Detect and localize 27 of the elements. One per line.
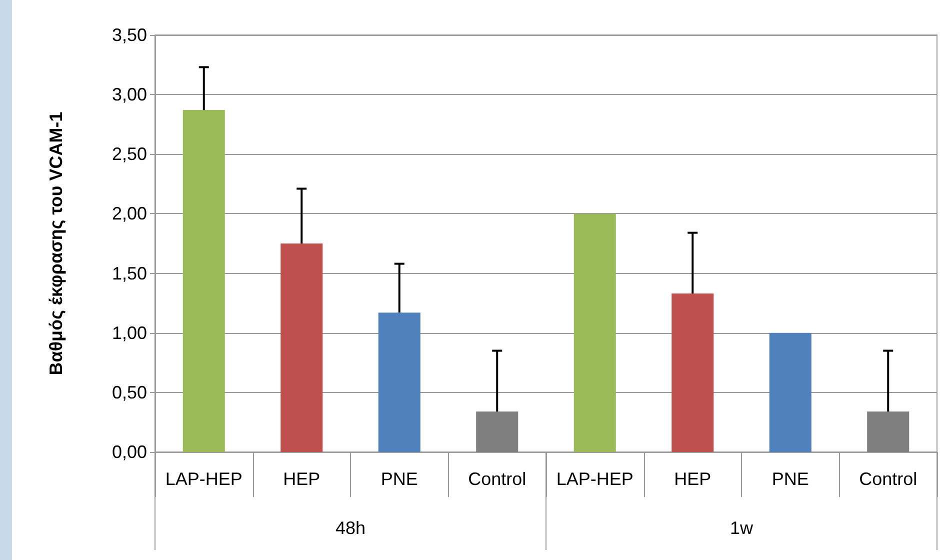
y-tick-label: 2,50 (112, 144, 147, 164)
x-tick-label: Control (468, 469, 526, 489)
bar (867, 411, 910, 452)
y-axis-title: Βαθμός έκφρασης του VCAM-1 (46, 112, 66, 376)
y-tick-label: 0,00 (112, 442, 147, 462)
x-tick-label: LAP-HEP (165, 469, 242, 489)
bar (182, 110, 225, 452)
bar (769, 332, 812, 452)
x-tick-label: PNE (772, 469, 809, 489)
x-tick-label: Control (859, 469, 918, 489)
bar (378, 312, 420, 452)
x-tick-label: PNE (380, 469, 418, 489)
text: 48h (335, 518, 366, 538)
bar (574, 214, 616, 452)
bar (280, 244, 323, 452)
text: 1w (730, 518, 754, 538)
x-tick-label: LAP-HEP (556, 469, 634, 489)
x-tick-label: HEP (283, 469, 320, 489)
y-tick-label: 1,50 (112, 263, 147, 284)
bar (672, 294, 714, 452)
y-tick-label: 3,50 (112, 25, 147, 45)
y-tick-label: 3,00 (112, 84, 147, 105)
y-tick-label: 1,00 (112, 322, 147, 343)
x-tick-label: HEP (674, 469, 712, 489)
y-tick-label: 0,50 (112, 382, 147, 402)
y-tick-label: 2,00 (112, 204, 147, 224)
bar (476, 411, 518, 452)
